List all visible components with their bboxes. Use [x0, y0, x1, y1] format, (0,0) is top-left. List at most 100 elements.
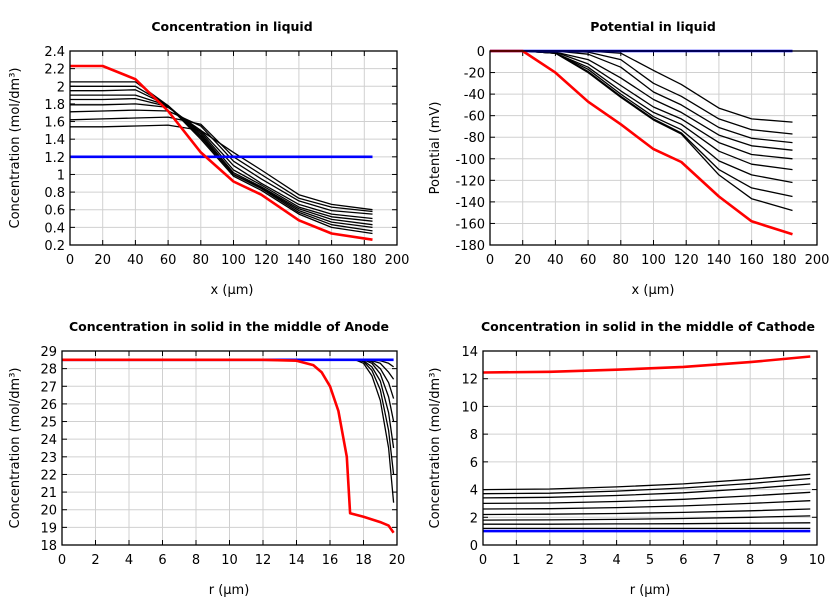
chart-solid-cathode: Concentration in solid in the middle of …	[428, 319, 825, 598]
x-tick-label: 4	[125, 553, 133, 568]
x-tick-label: 60	[580, 253, 597, 268]
x-tick-label: 5	[646, 553, 654, 568]
x-tick-label: 160	[319, 253, 344, 268]
x-axis-label: x (µm)	[632, 283, 675, 298]
x-axis-label: r (µm)	[630, 583, 671, 598]
x-tick-label: 18	[355, 553, 372, 568]
y-tick-label: 0.6	[44, 204, 65, 219]
y-tick-label: 0	[470, 539, 478, 554]
x-axis-label: x (µm)	[211, 283, 254, 298]
series-line	[70, 103, 373, 220]
y-tick-label: -60	[464, 110, 485, 125]
x-tick-label: 14	[288, 553, 305, 568]
y-tick-label: -180	[455, 239, 485, 254]
y-axis-label: Concentration (mol/dm³)	[8, 368, 23, 529]
x-tick-label: 0	[479, 553, 487, 568]
y-axis-label: Potential (mV)	[428, 102, 443, 195]
chart-title: Concentration in solid in the middle of …	[69, 319, 389, 334]
y-tick-label: 12	[461, 373, 478, 388]
series-line	[483, 500, 811, 510]
series-line-final	[490, 49, 793, 236]
x-tick-label: 16	[322, 553, 339, 568]
x-tick-label: 160	[739, 253, 764, 268]
series-line	[70, 97, 373, 222]
x-tick-label: 180	[772, 253, 797, 268]
y-tick-label: 1	[57, 168, 65, 183]
x-tick-label: 200	[385, 253, 410, 268]
y-tick-label: 2.4	[44, 45, 65, 60]
series-line	[62, 359, 395, 380]
x-tick-label: 200	[805, 253, 830, 268]
x-tick-label: 140	[706, 253, 731, 268]
y-tick-label: 19	[40, 521, 57, 536]
y-tick-label: 28	[40, 363, 57, 378]
y-tick-label: 14	[461, 345, 478, 360]
y-axis-label: Concentration (mol/dm³)	[8, 68, 23, 229]
series-line	[483, 491, 811, 505]
x-tick-label: 6	[679, 553, 687, 568]
y-tick-label: 2	[57, 80, 65, 95]
x-tick-label: 4	[612, 553, 620, 568]
y-tick-label: 0	[477, 45, 485, 60]
series-line	[70, 109, 373, 215]
x-tick-label: 20	[389, 553, 406, 568]
series-line	[483, 473, 811, 491]
y-tick-label: -140	[455, 196, 485, 211]
y-tick-label: 10	[461, 400, 478, 415]
x-tick-label: 140	[286, 253, 311, 268]
chart-title: Concentration in solid in the middle of …	[481, 319, 815, 334]
y-tick-label: 2.2	[44, 63, 65, 78]
x-tick-label: 1	[512, 553, 520, 568]
series-line-final	[70, 64, 373, 241]
y-tick-label: 18	[40, 539, 57, 554]
y-tick-label: 1.8	[44, 98, 65, 113]
y-tick-label: -160	[455, 217, 485, 232]
y-tick-label: 25	[40, 416, 57, 431]
x-tick-label: 7	[713, 553, 721, 568]
x-tick-label: 20	[94, 253, 111, 268]
series-line	[483, 508, 811, 516]
x-tick-label: 0	[58, 553, 66, 568]
plot-frame	[489, 50, 818, 246]
plot-frame	[482, 350, 818, 546]
x-tick-label: 40	[547, 253, 564, 268]
y-tick-label: 2	[470, 511, 478, 526]
series-line	[70, 116, 373, 213]
y-tick-label: 24	[40, 433, 57, 448]
series-line-final	[62, 358, 395, 534]
y-tick-label: 26	[40, 398, 57, 413]
series-line	[70, 89, 373, 229]
series-line	[70, 124, 373, 211]
y-tick-label: 27	[40, 380, 57, 395]
x-tick-label: 80	[193, 253, 210, 268]
y-tick-label: 8	[470, 428, 478, 443]
y-tick-label: -80	[464, 131, 485, 146]
series-line	[483, 483, 811, 499]
y-tick-label: 4	[470, 484, 478, 499]
y-tick-label: 22	[40, 468, 57, 483]
series-line-final	[483, 355, 811, 374]
x-tick-label: 180	[352, 253, 377, 268]
chart-potential-liquid: Potential in liquid x (µm) Potential (mV…	[428, 19, 829, 298]
x-tick-label: 20	[514, 253, 531, 268]
y-tick-label: 0.8	[44, 186, 65, 201]
x-tick-label: 10	[809, 553, 826, 568]
series-line	[70, 94, 373, 226]
y-axis-label: Concentration (mol/dm³)	[428, 368, 443, 529]
x-tick-label: 10	[221, 553, 238, 568]
y-tick-label: 29	[40, 345, 57, 360]
y-tick-label: 1.4	[44, 133, 65, 148]
x-tick-label: 8	[192, 553, 200, 568]
x-tick-label: 40	[127, 253, 144, 268]
x-tick-label: 3	[579, 553, 587, 568]
series-line	[490, 50, 793, 151]
series-line	[62, 359, 395, 399]
y-tick-label: -100	[455, 153, 485, 168]
x-tick-label: 2	[546, 553, 554, 568]
x-tick-label: 0	[66, 253, 74, 268]
x-tick-label: 60	[160, 253, 177, 268]
y-tick-label: -120	[455, 174, 485, 189]
x-tick-label: 100	[641, 253, 666, 268]
x-tick-label: 6	[158, 553, 166, 568]
